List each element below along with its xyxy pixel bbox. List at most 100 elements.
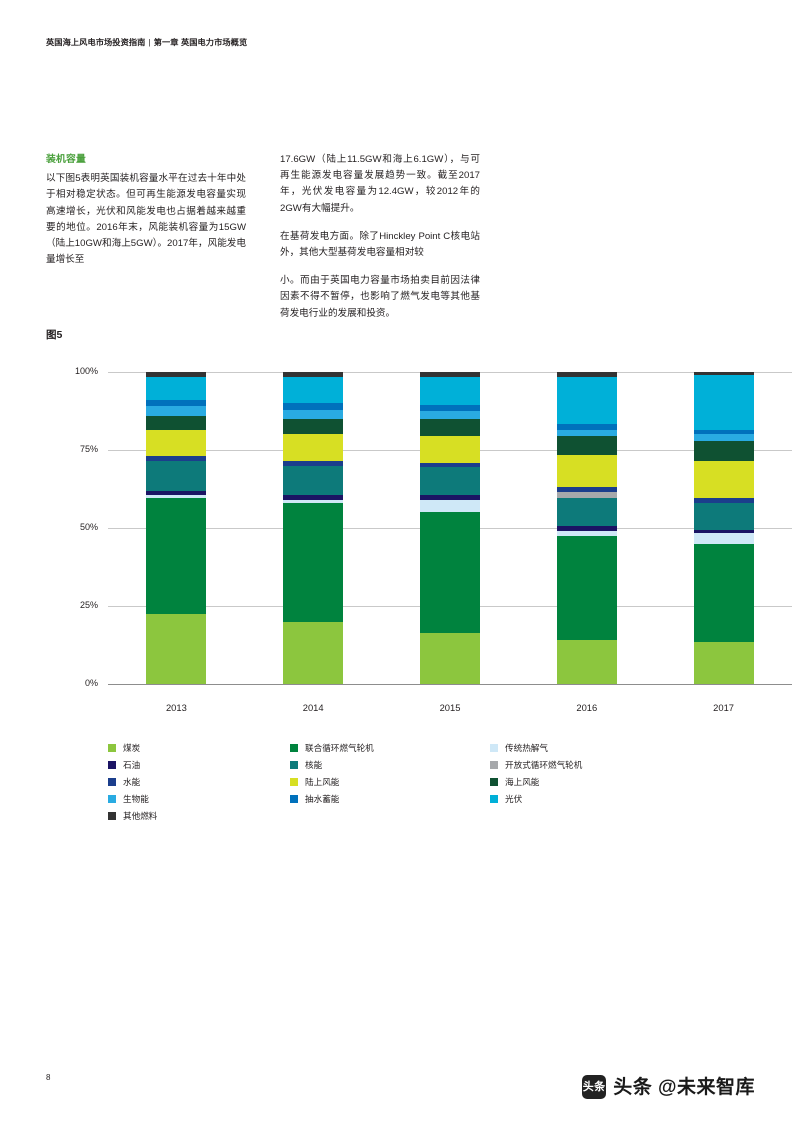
chart-bar-segment: [693, 532, 754, 544]
chart-bar-segment: [556, 376, 617, 424]
chart-legend-label: 海上风能: [505, 777, 540, 787]
chart-legend-label: 联合循环燃气轮机: [305, 743, 374, 753]
chart-legend-item: 石油: [108, 757, 290, 774]
chart-legend-column: 煤炭石油水能生物能其他燃料: [108, 740, 290, 825]
chart-legend-swatch: [490, 778, 498, 786]
chart-bar-segment: [283, 418, 344, 435]
body-paragraph-2: 17.6GW（陆上11.5GW和海上6.1GW），与可再生能源发电容量发展趋势一…: [280, 154, 480, 214]
chart-legend-swatch: [290, 778, 298, 786]
body-columns: 装机容量 以下图5表明英国装机容量水平在过去十年中处于相对稳定状态。但可再生能源…: [46, 152, 746, 334]
section-title: 装机容量: [46, 154, 86, 165]
chart-bar-segment: [420, 436, 480, 463]
chart-bar-segment: [556, 531, 617, 536]
chart-bar-segment: [283, 503, 344, 622]
chart-legend-swatch: [490, 761, 498, 769]
chart-legend-item: 陆上风能: [290, 774, 490, 791]
chart-y-tick-label: 100%: [74, 366, 98, 376]
chart-legend-label: 其他燃料: [123, 811, 158, 821]
chart-x-tick-label: 2015: [439, 702, 461, 713]
chart-bar-segment: [556, 436, 617, 455]
chart-legend-swatch: [108, 795, 116, 803]
chart-legend-label: 石油: [123, 760, 141, 770]
page-number: 8: [46, 1073, 51, 1082]
chart-legend-label: 光伏: [505, 794, 523, 804]
chart-legend-item: 水能: [108, 774, 290, 791]
chart-bar-segment: [283, 495, 344, 500]
chart-legend-label: 核能: [305, 760, 323, 770]
chart-bar-segment: [283, 499, 344, 504]
chart-legend-column: 联合循环燃气轮机 核能陆上风能抽水蓄能: [290, 740, 490, 808]
chart-x-tick-label: 2014: [302, 702, 324, 713]
chart-x-tick-label: 2013: [165, 702, 187, 713]
body-column-2: 17.6GW（陆上11.5GW和海上6.1GW），与可再生能源发电容量发展趋势一…: [280, 152, 480, 273]
watermark-logo: 头条: [582, 1075, 607, 1099]
chart-bar-segment: [146, 429, 207, 457]
chart-bar-segment: [556, 526, 617, 532]
chart-bar-segment: [556, 535, 617, 641]
chart-legend-swatch: [490, 744, 498, 752]
running-header-chapter: 第一章: [153, 38, 179, 47]
chart-bar-segment: [693, 372, 754, 376]
chart-bar-segment: [420, 376, 480, 405]
chart-bar-segment: [420, 372, 480, 377]
chart-legend-swatch: [490, 795, 498, 803]
chart-legend-item: 联合循环燃气轮机: [290, 740, 490, 757]
chart-bar-segment: [146, 456, 207, 461]
chart-legend-item: 光伏: [490, 791, 710, 808]
chart-legend-item: 其他燃料: [108, 808, 290, 825]
chart-bar-segment: [556, 429, 617, 437]
chart: 0% 25% 50% 75% 100% 2013 2014 2015 2016 2017: [46, 362, 792, 713]
chart-plot-area: [108, 372, 792, 685]
chart-legend-label: 开放式循环燃气轮机: [505, 760, 583, 770]
chart-legend-label: 陆上风能: [305, 777, 340, 787]
chart-bar-segment: [420, 499, 480, 513]
chart-legend-swatch: [108, 761, 116, 769]
chart-y-tick-label: 0%: [84, 678, 98, 688]
chart-bar-segment: [693, 375, 754, 430]
chart-legend-item: 煤炭: [108, 740, 290, 757]
chart-legend-item: 传统热解气: [490, 740, 710, 757]
chart-legend-label: 传统热解气: [505, 743, 548, 753]
chart-bar-segment: [146, 498, 207, 614]
chart-x-tick-label: 2016: [576, 702, 598, 713]
chart-bar-segment: [693, 529, 754, 533]
chart-bar-segment: [556, 423, 617, 430]
chart-bar-segment: [283, 621, 344, 684]
chart-bar: [556, 372, 617, 684]
chart-legend-label: 生物能: [123, 794, 149, 804]
chart-legend-swatch: [108, 812, 116, 820]
chart-bar-segment: [693, 543, 754, 642]
chart-bar-segment: [693, 498, 754, 504]
chart-bar-segment: [420, 418, 480, 437]
chart-bar-segment: [556, 454, 617, 488]
chart-bar: [146, 372, 207, 684]
chart-bar-segment: [556, 487, 617, 493]
chart-bar-segment: [420, 411, 480, 419]
chart-bar-segment: [693, 460, 754, 499]
chart-legend-swatch: [108, 744, 116, 752]
chart-bar-segment: [693, 434, 754, 441]
chart-bar-segment: [146, 460, 207, 491]
chart-bar-segment: [283, 465, 344, 496]
chart-bar-segment: [283, 372, 344, 377]
chart-bar-segment: [556, 498, 617, 527]
chart-legend-label: 抽水蓄能: [305, 794, 340, 804]
chart-bar-segment: [146, 415, 207, 430]
chart-legend-swatch: [290, 795, 298, 803]
chart-bar-segment: [420, 462, 480, 468]
chart-bar-segment: [556, 372, 617, 377]
chart-bar-segment: [283, 409, 344, 419]
chart-bar-segment: [420, 404, 480, 412]
chart-bar-segment: [420, 512, 480, 633]
chart-bar-segment: [556, 640, 617, 684]
chart-bar: [693, 372, 754, 684]
chart-bar-segment: [283, 434, 344, 461]
chart-bar: [283, 372, 344, 684]
body-paragraph-4: 小。而由于英国电力容量市场拍卖目前因法律因素不得不暂停，也影响了燃气发电等其他基…: [280, 275, 480, 319]
chart-legend-label: 煤炭: [123, 743, 141, 753]
chart-bar-segment: [146, 376, 207, 401]
chart-legend-swatch: [290, 761, 298, 769]
body-paragraph-1: 以下图5表明英国装机容量水平在过去十年中处于相对稳定状态。但可再生能源发电容量实…: [46, 173, 246, 266]
chart-legend-item: 海上风能: [490, 774, 710, 791]
